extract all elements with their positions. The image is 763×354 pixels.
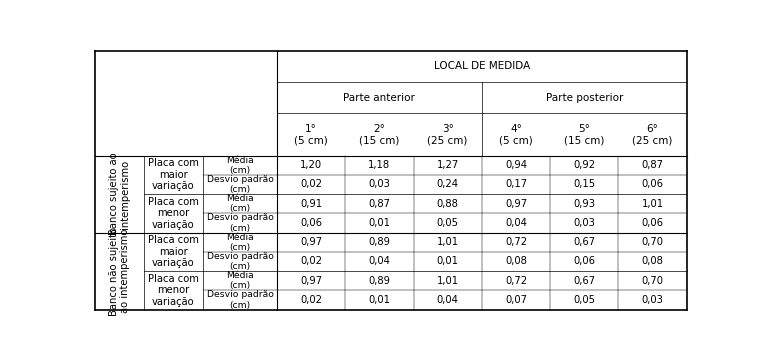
Text: 0,06: 0,06 — [300, 218, 322, 228]
Text: Média
(cm): Média (cm) — [226, 233, 254, 252]
Text: 0,04: 0,04 — [505, 218, 527, 228]
Text: 5°
(15 cm): 5° (15 cm) — [564, 124, 604, 145]
Text: 0,72: 0,72 — [505, 237, 527, 247]
Text: 0,89: 0,89 — [369, 237, 391, 247]
Text: 0,97: 0,97 — [505, 199, 527, 209]
Text: Placa com
menor
variação: Placa com menor variação — [148, 274, 199, 307]
Text: Desvio padrão
(cm): Desvio padrão (cm) — [207, 252, 273, 271]
Text: 0,06: 0,06 — [642, 179, 664, 189]
Text: 0,02: 0,02 — [300, 179, 322, 189]
Text: 0,01: 0,01 — [369, 218, 391, 228]
Text: 0,70: 0,70 — [642, 237, 664, 247]
Text: 0,03: 0,03 — [573, 218, 595, 228]
Text: 1,18: 1,18 — [369, 160, 391, 170]
Text: Parte anterior: Parte anterior — [343, 93, 415, 103]
Text: 0,89: 0,89 — [369, 276, 391, 286]
Text: 0,03: 0,03 — [642, 295, 664, 305]
Text: 0,04: 0,04 — [436, 295, 459, 305]
Text: 6°
(25 cm): 6° (25 cm) — [633, 124, 673, 145]
Text: Placa com
maior
variação: Placa com maior variação — [148, 158, 199, 192]
Text: Média
(cm): Média (cm) — [226, 155, 254, 175]
Text: 0,92: 0,92 — [573, 160, 595, 170]
Text: 0,01: 0,01 — [436, 257, 459, 267]
Text: Banco não sujeito
ao intemperismo: Banco não sujeito ao intemperismo — [109, 227, 130, 316]
Text: 1°
(5 cm): 1° (5 cm) — [295, 124, 328, 145]
Text: 0,04: 0,04 — [369, 257, 391, 267]
Text: Banco sujeito ao
intemperismo: Banco sujeito ao intemperismo — [109, 153, 130, 235]
Text: 0,05: 0,05 — [573, 295, 595, 305]
Text: 0,24: 0,24 — [436, 179, 459, 189]
Text: 1,27: 1,27 — [436, 160, 459, 170]
Text: LOCAL DE MEDIDA: LOCAL DE MEDIDA — [433, 61, 530, 71]
Text: 0,02: 0,02 — [300, 257, 322, 267]
Text: 0,87: 0,87 — [369, 199, 391, 209]
Text: Placa com
menor
variação: Placa com menor variação — [148, 197, 199, 230]
Text: 0,02: 0,02 — [300, 295, 322, 305]
Text: Desvio padrão
(cm): Desvio padrão (cm) — [207, 213, 273, 233]
Text: 0,93: 0,93 — [573, 199, 595, 209]
Text: 1,01: 1,01 — [436, 276, 459, 286]
Text: 0,06: 0,06 — [573, 257, 595, 267]
Text: Desvio padrão
(cm): Desvio padrão (cm) — [207, 175, 273, 194]
Text: 0,97: 0,97 — [300, 237, 322, 247]
Text: 1,20: 1,20 — [300, 160, 322, 170]
Text: 0,70: 0,70 — [642, 276, 664, 286]
Text: 0,88: 0,88 — [436, 199, 459, 209]
Text: 1,01: 1,01 — [436, 237, 459, 247]
Text: 0,67: 0,67 — [573, 276, 595, 286]
Text: 0,08: 0,08 — [505, 257, 527, 267]
Text: 0,94: 0,94 — [505, 160, 527, 170]
Text: 0,07: 0,07 — [505, 295, 527, 305]
Text: Média
(cm): Média (cm) — [226, 271, 254, 290]
Text: 0,15: 0,15 — [573, 179, 595, 189]
Text: 0,08: 0,08 — [642, 257, 664, 267]
Text: Média
(cm): Média (cm) — [226, 194, 254, 213]
Text: 1,01: 1,01 — [642, 199, 664, 209]
Text: 0,72: 0,72 — [505, 276, 527, 286]
Text: 4°
(5 cm): 4° (5 cm) — [499, 124, 533, 145]
Text: Placa com
maior
variação: Placa com maior variação — [148, 235, 199, 268]
Text: 2°
(15 cm): 2° (15 cm) — [359, 124, 400, 145]
Text: 0,17: 0,17 — [505, 179, 527, 189]
Text: 0,67: 0,67 — [573, 237, 595, 247]
Text: Desvio padrão
(cm): Desvio padrão (cm) — [207, 290, 273, 310]
Text: 3°
(25 cm): 3° (25 cm) — [427, 124, 468, 145]
Text: 0,05: 0,05 — [436, 218, 459, 228]
Text: 0,03: 0,03 — [369, 179, 391, 189]
Text: Parte posterior: Parte posterior — [546, 93, 623, 103]
Text: 0,87: 0,87 — [642, 160, 664, 170]
Text: 0,01: 0,01 — [369, 295, 391, 305]
Text: 0,97: 0,97 — [300, 276, 322, 286]
Text: 0,06: 0,06 — [642, 218, 664, 228]
Text: 0,91: 0,91 — [300, 199, 322, 209]
